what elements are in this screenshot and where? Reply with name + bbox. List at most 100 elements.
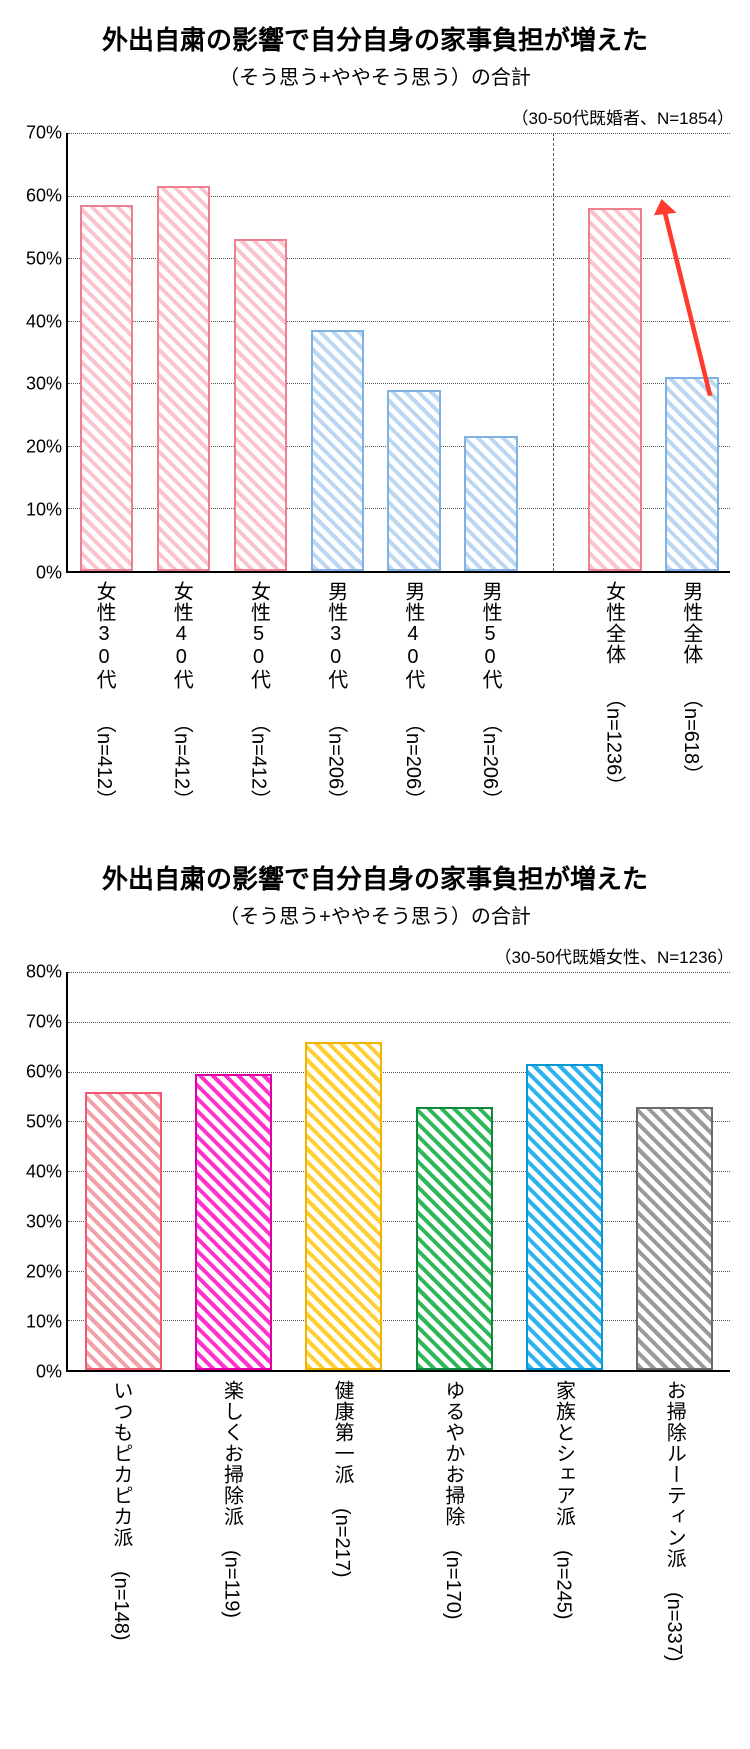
bar-slot (68, 133, 145, 571)
y-tick-label: 50% (26, 248, 62, 269)
bar (526, 1064, 603, 1370)
x-label-text: 男性50代 (479, 581, 501, 690)
x-label-n: (n=217) (331, 1508, 353, 1578)
bar (588, 208, 642, 571)
plot-area (66, 972, 730, 1372)
y-tick-label: 70% (26, 1012, 62, 1033)
x-axis-labels: 女性30代 （n=412）女性40代 （n=412）女性50代 （n=412）男… (66, 573, 730, 809)
y-axis: 0%10%20%30%40%50%60%70% (10, 133, 66, 573)
x-label: 男性30代 （n=206） (322, 573, 351, 809)
x-label-text: 女性30代 (93, 581, 115, 690)
bar (305, 1042, 382, 1370)
y-axis: 0%10%20%30%40%50%60%70%80% (10, 972, 66, 1372)
x-label-text: 女性全体 (603, 581, 625, 665)
x-label: 男性40代 （n=206） (399, 573, 428, 809)
x-label: 男性全体 （n=618） (677, 573, 706, 809)
x-label-text: 男性全体 (680, 581, 702, 665)
x-label-slot: ゆるやかお掃除 (n=170) (398, 1372, 509, 1662)
x-label-text: いつもピカピカ派 (110, 1380, 132, 1548)
x-label-slot: 男性全体 （n=618） (653, 573, 730, 809)
x-label: 家族とシェア派 (n=245) (550, 1372, 579, 1662)
x-label-text: 男性30代 (325, 581, 347, 690)
y-tick-label: 40% (26, 1162, 62, 1183)
x-label: 女性全体 （n=1236） (600, 573, 629, 809)
bars-row (68, 972, 730, 1370)
x-label: 女性50代 （n=412） (245, 573, 274, 809)
x-label-slot: 女性全体 （n=1236） (576, 573, 653, 809)
x-label-n: （n=206） (325, 713, 347, 809)
x-label-slot: 男性30代 （n=206） (298, 573, 375, 809)
x-label: 健康第一派 (n=217) (328, 1372, 357, 1662)
x-label-n: （n=206） (402, 713, 424, 809)
bar (665, 377, 719, 571)
bar (387, 390, 441, 571)
x-label-text: 男性40代 (402, 581, 424, 690)
x-label-text: ゆるやかお掃除 (442, 1380, 464, 1527)
x-label-n: （n=618） (680, 688, 702, 784)
x-label-slot: 女性40代 （n=412） (143, 573, 220, 809)
bar (636, 1107, 713, 1371)
x-label: 男性50代 （n=206） (476, 573, 505, 809)
x-label-text: 女性40代 (170, 581, 192, 690)
y-tick-label: 70% (26, 123, 62, 144)
x-label: お掃除ルーティン派 (n=337) (660, 1372, 689, 1662)
x-label-text: 楽しくお掃除派 (221, 1380, 243, 1527)
x-label: 楽しくお掃除派 (n=119) (218, 1372, 247, 1662)
bar-slot (376, 133, 453, 571)
bar (85, 1092, 162, 1371)
chart-note: （30-50代既婚女性、N=1236） (10, 943, 740, 968)
y-tick-label: 60% (26, 1062, 62, 1083)
x-label-slot: 男性50代 （n=206） (452, 573, 529, 809)
chart2: 外出自粛の影響で自分自身の家事負担が増えた（そう思う+ややそう思う）の合計（30… (10, 859, 740, 1662)
bar (234, 239, 288, 571)
bar-slot (399, 972, 509, 1370)
x-label-n: （n=1236） (603, 688, 625, 795)
x-label-slot: 男性40代 （n=206） (375, 573, 452, 809)
bar (195, 1074, 272, 1370)
bar-slot (222, 133, 299, 571)
bar (157, 186, 211, 571)
bar (416, 1107, 493, 1371)
x-label-n: (n=148) (110, 1571, 132, 1641)
bar-slot (653, 133, 730, 571)
y-tick-label: 50% (26, 1112, 62, 1133)
x-axis-labels: いつもピカピカ派 (n=148) 楽しくお掃除派 (n=119) 健康第一派 (n=… (66, 1372, 730, 1662)
y-tick-label: 60% (26, 185, 62, 206)
x-label: 女性40代 （n=412） (167, 573, 196, 809)
x-label-n: （n=412） (248, 713, 270, 809)
x-label-text: 家族とシェア派 (553, 1380, 575, 1527)
x-label-n: （n=412） (93, 713, 115, 809)
bar (311, 330, 365, 571)
y-tick-label: 10% (26, 1312, 62, 1333)
bar (80, 205, 134, 571)
x-label-slot: 女性50代 （n=412） (220, 573, 297, 809)
bar-slot (509, 972, 619, 1370)
chart-plot-wrap: 0%10%20%30%40%50%60%70%80% (10, 972, 740, 1372)
y-tick-label: 30% (26, 374, 62, 395)
x-label-text: 健康第一派 (331, 1380, 353, 1485)
x-label-n: (n=337) (663, 1592, 685, 1662)
x-label-slot: 楽しくお掃除派 (n=119) (177, 1372, 288, 1662)
x-label-text: 女性50代 (248, 581, 270, 690)
x-label-slot: いつもピカピカ派 (n=148) (66, 1372, 177, 1662)
chart-subtitle: （そう思う+ややそう思う）の合計 (10, 900, 740, 929)
bar-slot (299, 133, 376, 571)
x-label: いつもピカピカ派 (n=148) (107, 1372, 136, 1662)
x-label: 女性30代 （n=412） (90, 573, 119, 809)
chart-subtitle: （そう思う+ややそう思う）の合計 (10, 61, 740, 90)
x-label: ゆるやかお掃除 (n=170) (439, 1372, 468, 1662)
y-tick-label: 10% (26, 500, 62, 521)
x-label-slot: お掃除ルーティン派 (n=337) (619, 1372, 730, 1662)
x-label-n: （n=206） (479, 713, 501, 809)
x-label-n: （n=412） (170, 713, 192, 809)
x-label-n: (n=170) (442, 1550, 464, 1620)
chart-note: （30-50代既婚者、N=1854） (10, 104, 740, 129)
bar-slot (620, 972, 730, 1370)
bar-slot (145, 133, 222, 571)
x-label-n: (n=245) (553, 1550, 575, 1620)
y-tick-label: 20% (26, 1262, 62, 1283)
y-tick-label: 20% (26, 437, 62, 458)
x-label-n: (n=119) (221, 1550, 243, 1618)
chart-plot-wrap: 0%10%20%30%40%50%60%70% (10, 133, 740, 573)
x-gap (529, 573, 575, 809)
